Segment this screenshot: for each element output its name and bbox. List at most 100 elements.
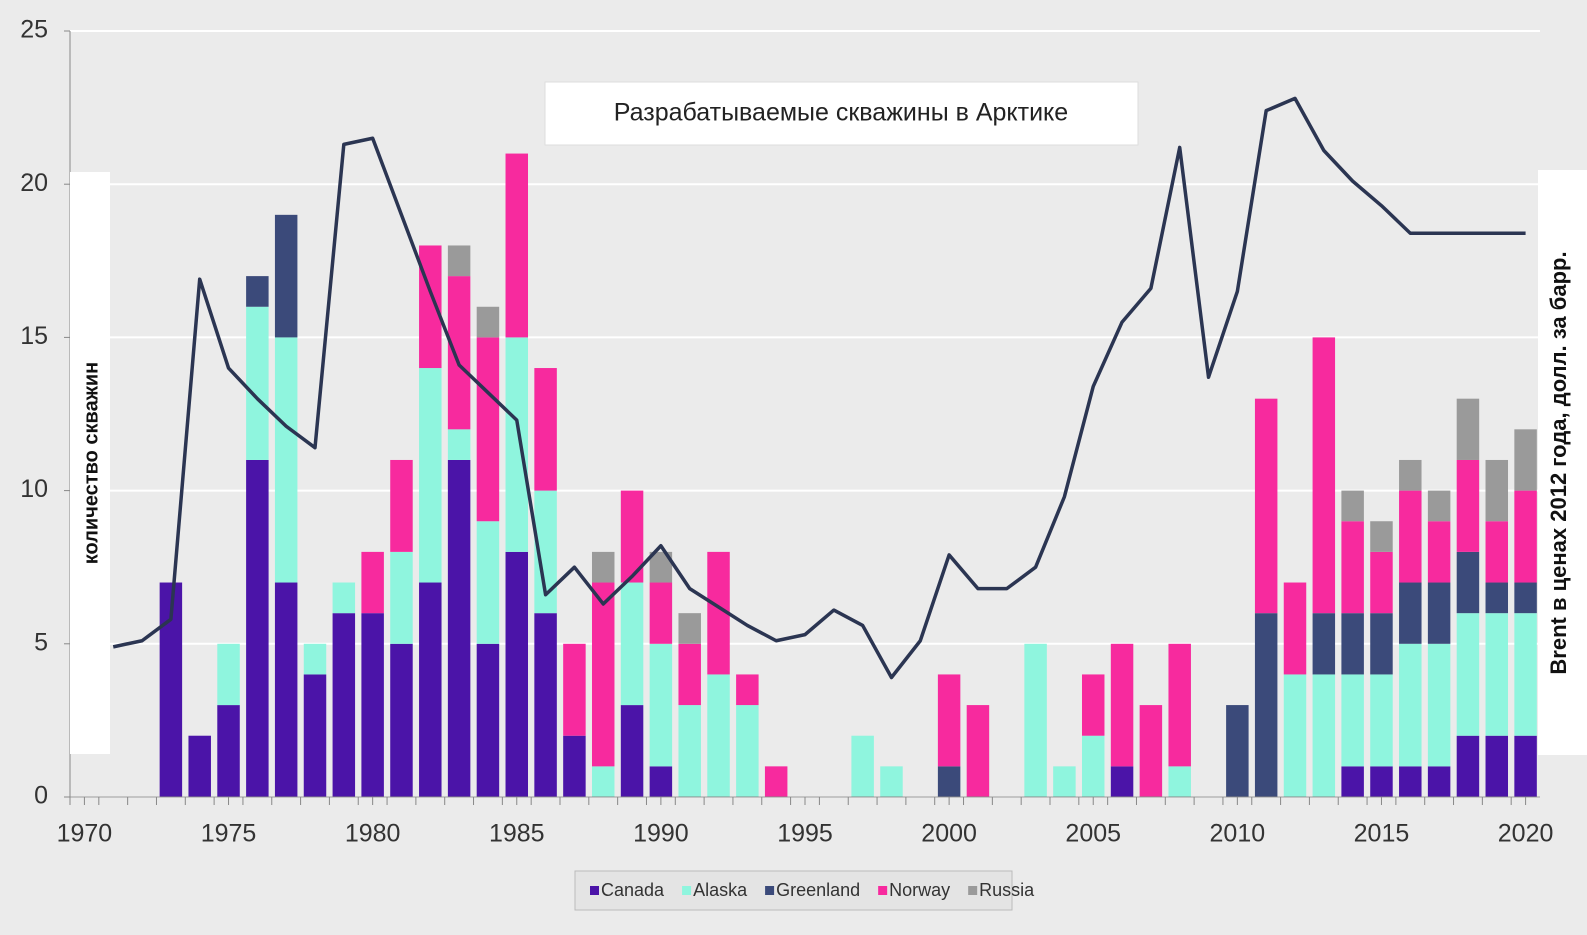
bar-segment (707, 551, 730, 675)
bar-segment (332, 613, 356, 797)
bar-segment (1427, 582, 1451, 644)
bar-segment (649, 551, 673, 583)
y2-axis-label: Brent в ценах 2012 года, долл. за барр. (1546, 251, 1571, 674)
legend-label: Canada (601, 880, 665, 900)
bar-segment (1139, 705, 1163, 797)
bar-segment (1456, 459, 1480, 552)
bar-segment (1370, 521, 1393, 552)
legend-label: Norway (889, 880, 950, 900)
bar-segment (1427, 643, 1451, 767)
bar-segment (390, 459, 413, 552)
bar-segment (505, 551, 529, 797)
bar-segment (534, 613, 557, 797)
bar-segment (1514, 613, 1537, 736)
bar-segment (534, 368, 557, 491)
legend: Canada Alaska Greenland Norway Russia (590, 880, 1035, 900)
bar-segment (246, 276, 269, 307)
bar-segment (678, 613, 701, 644)
bar-segment (1427, 490, 1451, 522)
bar-segment (361, 551, 384, 614)
bar-segment (1341, 766, 1364, 797)
x-tick-label: 2010 (1210, 820, 1266, 848)
bar-segment (678, 705, 701, 797)
bar-segment (1110, 643, 1134, 767)
x-tick-label: 2000 (921, 820, 977, 848)
x-tick-label: 2005 (1065, 820, 1121, 848)
x-tick-label: 1995 (777, 820, 833, 848)
legend-swatch (878, 886, 888, 895)
chart-title: Разрабатываемые скважины в Арктике (614, 99, 1068, 127)
legend-swatch (590, 886, 599, 895)
bar-segment (217, 643, 240, 706)
bar-segment (880, 766, 903, 797)
bar-segment (1427, 766, 1451, 797)
bar-segment (1341, 674, 1364, 767)
bar-segment (303, 674, 327, 797)
bar-segment (1399, 643, 1422, 767)
bar-segment (1053, 766, 1076, 797)
bar-segment (1312, 613, 1336, 675)
bar-segment (1485, 735, 1509, 797)
bar-segment (591, 582, 615, 767)
bar-segment (505, 153, 529, 338)
x-tick-label: 1990 (633, 820, 689, 848)
y-tick-label: 10 (20, 475, 48, 503)
bar-segment (361, 613, 384, 797)
bar-segment (1312, 337, 1336, 614)
bar-segment (1370, 613, 1393, 675)
bar-segment (505, 337, 529, 552)
y-tick-label: 5 (34, 628, 48, 656)
bar-segment (620, 582, 644, 706)
bar-segment (1226, 705, 1249, 797)
price-line (112, 96, 1526, 680)
bar-segment (736, 674, 759, 706)
bar-segment (1283, 674, 1307, 797)
bar-segment (447, 459, 471, 797)
bar-segment (274, 337, 298, 583)
bar-segment (1485, 459, 1509, 522)
bar-segment (1485, 613, 1509, 736)
bar-segment (649, 643, 673, 767)
bar-segment (851, 735, 874, 797)
bar-segment (649, 766, 673, 797)
bar-segment (1081, 735, 1105, 797)
legend-label: Alaska (693, 880, 748, 900)
bar-segment (476, 521, 500, 644)
bar-segment (159, 582, 183, 797)
bar-segment (620, 705, 644, 797)
bar-segment (1168, 766, 1191, 797)
bar-segment (1254, 613, 1278, 797)
y-label-box (70, 172, 110, 754)
bar-segment (1312, 674, 1336, 797)
bar-segment (1341, 521, 1364, 614)
x-tick-label: 1970 (57, 820, 113, 848)
bar-segment (1485, 521, 1509, 583)
bar-segment (937, 674, 961, 767)
legend-swatch (765, 886, 775, 895)
bar-segment (1456, 735, 1480, 797)
bar-segment (1399, 490, 1422, 583)
y2-label-box (1538, 170, 1587, 755)
bar-segment (649, 582, 673, 644)
bar-segment (1399, 459, 1422, 491)
bar-segment (678, 643, 701, 706)
legend-label: Russia (979, 880, 1035, 900)
bar-segment (1024, 643, 1047, 797)
bar-segment (1514, 490, 1537, 583)
y-tick-label: 25 (20, 16, 48, 44)
bar-segment (332, 582, 356, 614)
bar-segment (1254, 398, 1278, 614)
y-tick-label: 15 (20, 322, 48, 350)
bar-segment (1456, 398, 1480, 460)
legend-swatch (968, 886, 978, 895)
bar-segment (303, 643, 327, 675)
bar-segment (736, 705, 759, 797)
x-tick-label: 1980 (345, 820, 401, 848)
bar-segment (534, 490, 557, 614)
bar-segment (217, 705, 240, 797)
bar-segment (1370, 674, 1393, 767)
bar-segment (1283, 582, 1307, 675)
bar-segment (1514, 429, 1537, 491)
bar-segment (419, 368, 442, 583)
